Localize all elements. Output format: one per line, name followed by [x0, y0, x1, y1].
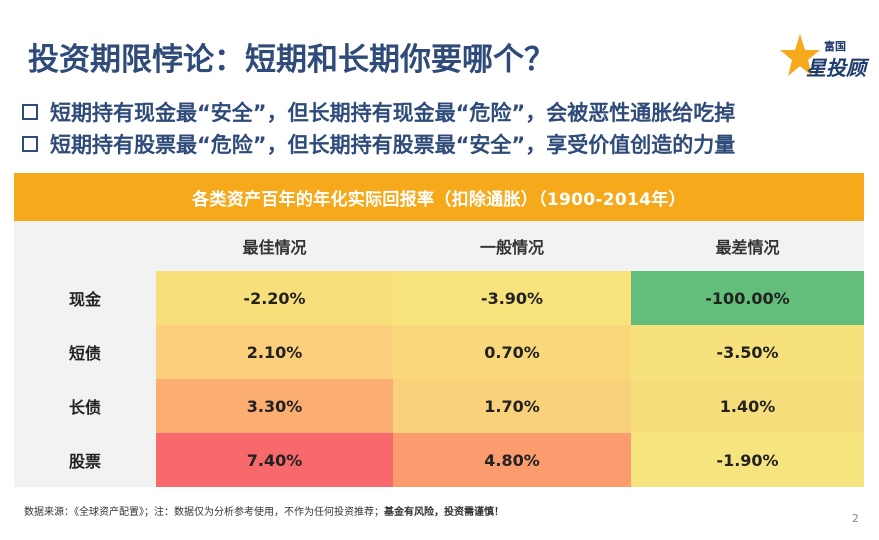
table-cell: -1.90% — [631, 433, 864, 487]
table-title: 各类资产百年的年化实际回报率（扣除通胀）（1900-2014年） — [14, 173, 864, 221]
footer-note: 数据来源：《全球资产配置》；注：数据仅为分析参考使用，不作为任何投资推荐；基金有… — [24, 503, 504, 518]
bullet-text: 短期持有股票最“危险”，但长期持有股票最“安全”，享受价值创造的力量 — [50, 133, 736, 157]
table-cell: 4.80% — [393, 433, 631, 487]
column-header: 一般情况 — [479, 238, 544, 257]
slide-title: 投资期限悖论：短期和长期你要哪个？ — [28, 42, 555, 78]
table-cell: -2.20% — [156, 271, 393, 325]
bullet-item: 短期持有现金最“安全”，但长期持有现金最“危险”，会被恶性通胀给吃掉 — [22, 96, 735, 128]
table-cell: 1.40% — [631, 379, 864, 433]
bullet-text: 短期持有现金最“安全”，但长期持有现金最“危险”，会被恶性通胀给吃掉 — [50, 101, 736, 125]
column-header: 最佳情况 — [242, 238, 307, 257]
star-icon — [780, 34, 820, 76]
column-header: 最差情况 — [715, 238, 780, 257]
table-header-row: 最佳情况 一般情况 最差情况 — [14, 221, 864, 271]
table-cell: -100.00% — [631, 271, 864, 325]
table-cell: 1.70% — [393, 379, 631, 433]
table-cell: -3.90% — [393, 271, 631, 325]
bullet-item: 短期持有股票最“危险”，但长期持有股票最“安全”，享受价值创造的力量 — [22, 128, 735, 160]
logo-small-text: 富国 — [824, 40, 846, 53]
table-cell: 2.10% — [156, 325, 393, 379]
square-bullet-icon — [22, 136, 38, 152]
bullet-list: 短期持有现金最“安全”，但长期持有现金最“危险”，会被恶性通胀给吃掉 短期持有股… — [22, 96, 735, 160]
row-label: 现金 — [68, 290, 101, 309]
returns-table: 各类资产百年的年化实际回报率（扣除通胀）（1900-2014年） 最佳情况 一般… — [14, 173, 864, 487]
table-cell: -3.50% — [631, 325, 864, 379]
footer-warning: 基金有风险，投资需谨慎！ — [384, 507, 504, 518]
footer-source: 数据来源：《全球资产配置》；注：数据仅为分析参考使用，不作为任何投资推荐； — [24, 507, 384, 518]
row-label: 长债 — [68, 398, 101, 417]
brand-logo: 富国 星投顾 — [780, 32, 872, 84]
page-number: 2 — [852, 512, 859, 525]
table-row: 现金 -2.20% -3.90% -100.00% — [14, 271, 864, 325]
row-label: 股票 — [68, 452, 101, 471]
table-row: 短债 2.10% 0.70% -3.50% — [14, 325, 864, 379]
square-bullet-icon — [22, 104, 38, 120]
row-label: 短债 — [68, 344, 101, 363]
table-row: 长债 3.30% 1.70% 1.40% — [14, 379, 864, 433]
table-cell: 7.40% — [156, 433, 393, 487]
table-row: 股票 7.40% 4.80% -1.90% — [14, 433, 864, 487]
table-cell: 3.30% — [156, 379, 393, 433]
logo-big-text: 星投顾 — [806, 56, 866, 80]
table-cell: 0.70% — [393, 325, 631, 379]
